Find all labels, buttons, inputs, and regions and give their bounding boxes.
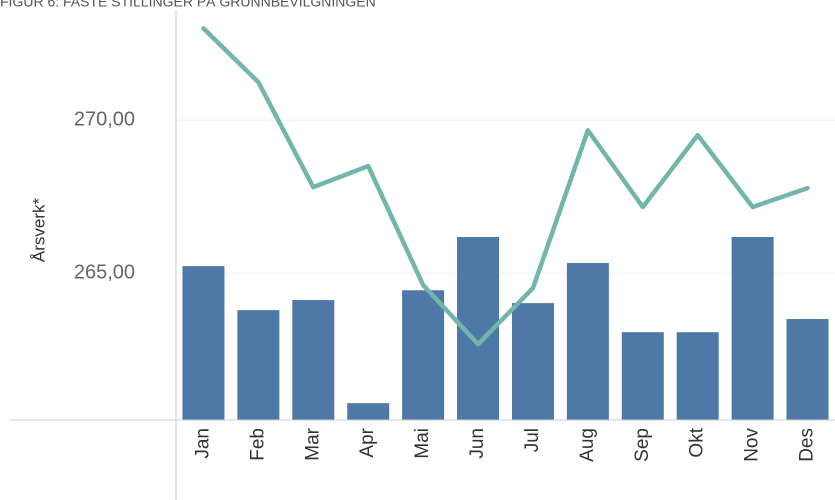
bar [786, 319, 829, 420]
x-tick-label: Apr [357, 427, 378, 457]
x-tick-label: Des [797, 428, 818, 462]
x-tick-label: Sep [632, 428, 653, 462]
y-tick-label: 265,00 [74, 261, 135, 283]
x-tick-label: Jun [467, 428, 488, 459]
x-tick-label: Jul [522, 428, 543, 452]
bar [731, 237, 774, 420]
bar [347, 403, 390, 420]
bar [621, 332, 664, 420]
y-axis-title: Årsverk* [29, 198, 48, 263]
x-tick-label: Mar [302, 427, 323, 460]
x-tick-label: Mai [412, 428, 433, 459]
bar [511, 303, 554, 420]
bar [402, 290, 445, 420]
chart-title: FIGUR 6: FASTE STILLINGER PÅ GRUNNBEVILG… [0, 0, 376, 10]
x-tick-label: Jan [192, 428, 213, 459]
x-tick-label: Aug [577, 428, 598, 462]
y-tick-label: 270,00 [74, 108, 135, 130]
bar [566, 263, 609, 420]
bar [237, 310, 280, 420]
x-tick-label: Nov [742, 428, 763, 462]
bar [182, 266, 225, 420]
bar [292, 300, 335, 420]
x-tick-label: Feb [247, 428, 268, 461]
line [201, 26, 810, 347]
x-tick-label: Okt [687, 427, 708, 457]
bar [676, 332, 719, 420]
